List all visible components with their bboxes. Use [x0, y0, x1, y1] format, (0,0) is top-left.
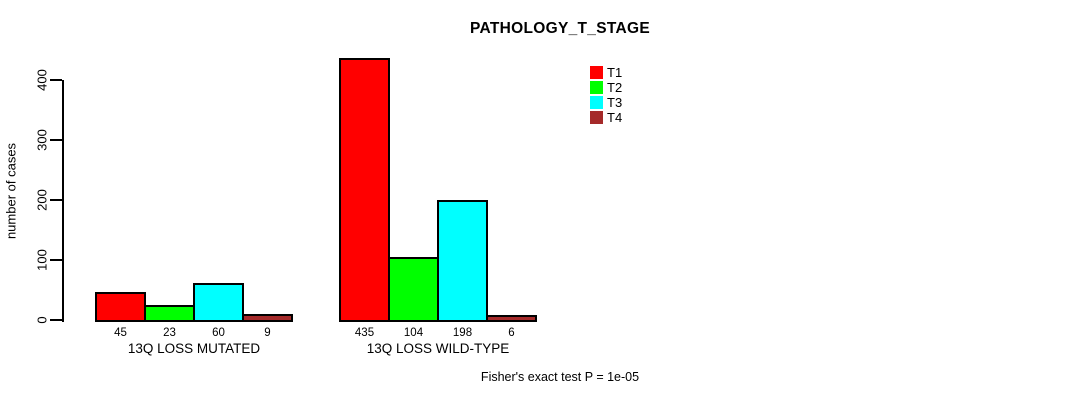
- legend-item-t3: T3: [590, 95, 622, 110]
- chart-title: PATHOLOGY_T_STAGE: [470, 20, 650, 37]
- y-tick-label: 0: [34, 316, 50, 324]
- bar-t3-group1: [193, 283, 244, 322]
- bar-t4-group2: [486, 315, 537, 322]
- bar-t2-group1: [144, 305, 195, 322]
- y-tick-label: 200: [34, 189, 50, 211]
- y-tick-label: 400: [34, 69, 50, 91]
- legend-label: T4: [607, 110, 623, 125]
- legend-label: T3: [607, 95, 623, 110]
- stat-annotation: Fisher's exact test P = 1e-05: [480, 370, 640, 384]
- bar-t3-group2: [437, 200, 488, 322]
- y-axis-tick: [50, 199, 62, 201]
- y-axis-line: [62, 80, 64, 322]
- legend-label: T1: [607, 65, 623, 80]
- legend-item-t2: T2: [590, 80, 622, 95]
- bar-value-label: 23: [163, 327, 176, 339]
- bar-t2-group2: [388, 256, 439, 322]
- bar-t1-group2: [339, 58, 390, 322]
- bar-value-label: 104: [403, 327, 424, 339]
- bar-value-label: 9: [264, 327, 271, 339]
- legend-item-t1: T1: [590, 65, 622, 80]
- y-axis-tick: [50, 259, 62, 261]
- legend-color-swatch: [590, 111, 603, 124]
- y-tick-label: 300: [34, 129, 50, 151]
- y-axis-tick: [50, 139, 62, 141]
- bar-value-label: 6: [508, 327, 515, 339]
- y-axis-tick: [50, 79, 62, 81]
- bar-value-label: 60: [212, 327, 225, 339]
- legend-color-swatch: [590, 66, 603, 79]
- x-category-label: 13Q LOSS WILD-TYPE: [366, 341, 510, 356]
- bar-value-label: 435: [354, 327, 375, 339]
- x-category-label: 13Q LOSS MUTATED: [127, 341, 261, 356]
- bar-t4-group1: [242, 313, 293, 322]
- legend-label: T2: [607, 80, 623, 95]
- bar-t1-group1: [95, 292, 146, 322]
- y-axis-tick: [50, 319, 62, 321]
- y-tick-label: 100: [34, 249, 50, 271]
- legend-color-swatch: [590, 96, 603, 109]
- y-axis-title: number of cases: [3, 142, 19, 240]
- bar-value-label: 45: [114, 327, 127, 339]
- legend: T1 T2 T3 T4: [590, 65, 622, 125]
- legend-color-swatch: [590, 81, 603, 94]
- legend-item-t4: T4: [590, 110, 622, 125]
- bar-value-label: 198: [452, 327, 473, 339]
